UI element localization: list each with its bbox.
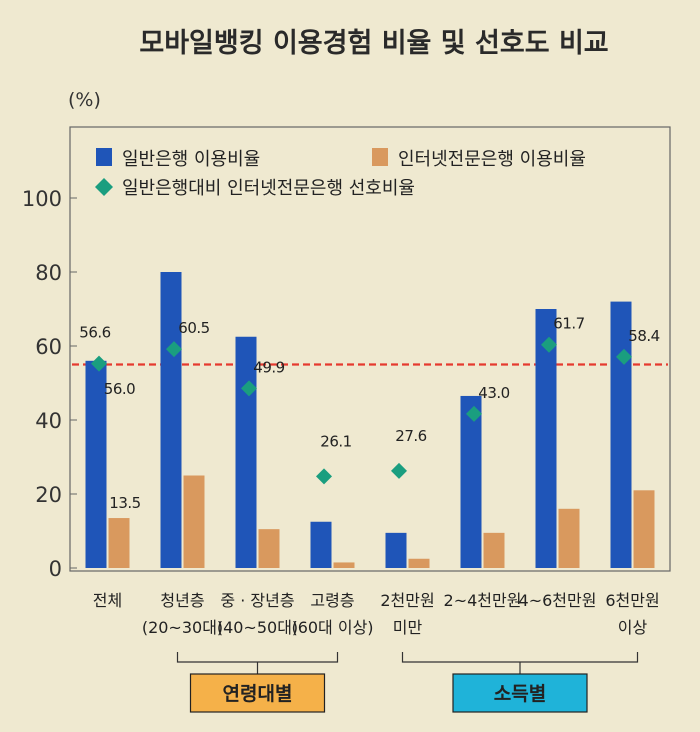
x-tick-label: (60대 이상)	[291, 618, 373, 637]
y-tick-label: 40	[35, 409, 62, 433]
group-label: 연령대별	[223, 683, 293, 705]
group-bracket	[176, 652, 339, 663]
y-tick-label: 0	[49, 557, 62, 581]
data-label-preference: 26.1	[320, 432, 351, 450]
data-label-preference: 56.6	[79, 324, 110, 342]
x-tick-label: 2천만원	[380, 591, 434, 610]
bar-internet-bank	[183, 475, 205, 568]
bar-internet-bank	[483, 532, 505, 568]
marker-preference	[316, 468, 332, 485]
group-label-box	[189, 673, 326, 713]
legend-swatch-bank	[96, 148, 112, 166]
chart-title: 모바일뱅킹 이용경험 비율 및 선호도 비교	[139, 28, 608, 59]
markers-layer	[91, 336, 632, 485]
legend-swatch-preference	[95, 178, 113, 196]
data-labels-layer: 56.6 56.0 13.5 60.5 49.9 26.1 27.6 43.0 61.7 58.4	[79, 315, 660, 512]
x-tick-label: 6천만원	[605, 591, 659, 610]
group-label: 소득별	[494, 683, 546, 705]
x-tick-label: 이상	[618, 618, 648, 637]
y-tick-label: 100	[22, 187, 62, 211]
legend-label-bank: 일반은행 이용비율	[122, 149, 260, 170]
y-tick-label: 80	[35, 261, 62, 285]
x-axis-labels: 전체 청년층 (20~30대) 중 · 장년층 (40~50대) 고령층 (60대 이상) 2…	[93, 591, 660, 637]
bar-bank	[535, 309, 557, 568]
x-tick-label: 4~6천만원	[519, 591, 597, 610]
data-label-bank: 56.0	[104, 380, 135, 398]
bar-internet-bank	[108, 518, 130, 568]
marker-preference	[616, 348, 632, 365]
bar-internet-bank	[258, 529, 280, 568]
data-label-internet-bank: 13.5	[109, 494, 140, 512]
bar-bank	[385, 532, 407, 568]
category-groups: 연령대별 소득별	[176, 652, 639, 713]
data-label-preference: 49.9	[253, 358, 284, 376]
y-axis: 0 20 40 60 80 100	[22, 187, 77, 581]
x-tick-label: 2~4천만원	[444, 591, 522, 610]
marker-preference	[391, 462, 407, 479]
marker-preference	[541, 336, 557, 353]
plot-frame	[69, 126, 671, 572]
bar-internet-bank	[633, 490, 655, 568]
legend-label-preference: 일반은행대비 인터넷전문은행 선호비율	[122, 178, 415, 199]
marker-preference	[91, 355, 107, 372]
bar-bank	[235, 336, 257, 568]
bar-bank	[310, 521, 332, 568]
bar-bank	[85, 360, 107, 568]
bar-internet-bank	[408, 558, 430, 568]
marker-preference	[166, 341, 182, 358]
data-label-preference: 61.7	[553, 315, 584, 333]
x-tick-label: 미만	[393, 618, 423, 637]
legend-swatch-internet-bank	[372, 148, 388, 166]
y-axis-unit: (%)	[68, 89, 101, 111]
data-label-preference: 58.4	[628, 327, 659, 345]
x-tick-label: 전체	[93, 591, 122, 610]
x-tick-label: (40~50대)	[217, 618, 298, 637]
bar-bank	[460, 395, 482, 568]
bar-internet-bank	[558, 508, 580, 568]
x-tick-label: 고령층	[310, 591, 354, 610]
data-label-preference: 27.6	[395, 427, 426, 445]
group-bracket	[401, 652, 639, 663]
x-tick-label: 청년층	[160, 591, 204, 610]
marker-preference	[466, 405, 482, 422]
x-tick-label: 중 · 장년층	[220, 591, 294, 610]
group-label-box	[452, 673, 588, 713]
legend-label-internet-bank: 인터넷전문은행 이용비율	[398, 149, 586, 170]
marker-preference	[241, 380, 257, 397]
y-tick-label: 20	[35, 483, 62, 507]
x-tick-label: (20~30대)	[142, 618, 223, 637]
bar-internet-bank	[333, 562, 355, 568]
data-label-preference: 43.0	[478, 384, 509, 402]
data-label-preference: 60.5	[178, 319, 209, 337]
y-tick-label: 60	[35, 335, 62, 359]
bar-bank	[610, 301, 632, 568]
bar-bank	[160, 272, 182, 568]
